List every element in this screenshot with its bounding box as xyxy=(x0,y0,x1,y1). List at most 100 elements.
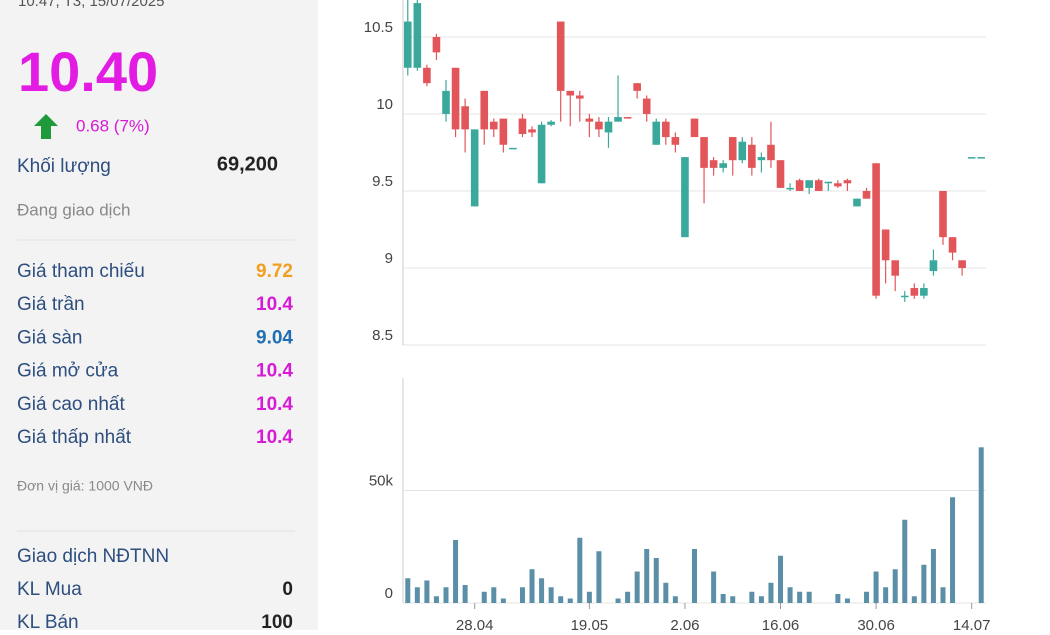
volume-bar xyxy=(453,540,459,603)
candle-body xyxy=(853,198,861,207)
candle-body xyxy=(786,187,794,190)
volume-bar xyxy=(672,596,678,603)
volume-bar xyxy=(500,598,506,603)
candle-body xyxy=(662,121,670,138)
volume-bar xyxy=(978,447,984,603)
candle-body xyxy=(614,117,622,122)
volume-bar xyxy=(806,591,812,603)
candle-body xyxy=(862,190,871,199)
candle-body xyxy=(900,295,909,298)
candle-body xyxy=(403,21,412,68)
candle-body xyxy=(700,137,708,168)
candle-body xyxy=(939,190,947,238)
candle-body xyxy=(948,237,957,253)
y-tick-label: 10 xyxy=(376,96,393,113)
y-tick-label: 10.5 xyxy=(364,19,393,36)
candle-body xyxy=(528,129,536,133)
candle-body xyxy=(977,157,986,159)
volume-bar xyxy=(720,594,726,603)
volume-bar xyxy=(567,598,573,603)
candle-body xyxy=(843,180,852,184)
quote-change: 0.68 (7%) xyxy=(76,116,150,135)
candle-body xyxy=(805,180,813,188)
row-label: Giá tham chiếu xyxy=(17,261,145,282)
volume-bar xyxy=(539,578,545,603)
y-tick-label: 50k xyxy=(369,472,394,489)
volume-bar xyxy=(414,587,420,603)
volume-bar xyxy=(711,571,717,603)
volume-value: 69,200 xyxy=(217,153,278,175)
candle-body xyxy=(920,288,928,296)
candle-body xyxy=(872,163,880,296)
volume-bar xyxy=(692,549,697,603)
volume-bar xyxy=(586,591,592,603)
candle-body xyxy=(738,141,747,161)
row-label: Giá sàn xyxy=(17,327,82,348)
quote-time: 10:47, T3, 15/07/2025 xyxy=(18,0,165,10)
y-tick-label: 9 xyxy=(385,250,393,267)
candle-body xyxy=(556,21,565,91)
volume-bar xyxy=(902,519,908,603)
candle-body xyxy=(891,260,900,276)
candle-body xyxy=(748,144,756,168)
x-tick-label: 28.04 xyxy=(456,617,494,630)
candle-body xyxy=(652,121,661,145)
side-panel xyxy=(0,0,318,630)
candle-body xyxy=(604,121,613,133)
volume-bar xyxy=(797,591,803,603)
candle-body xyxy=(719,163,727,168)
volume-bar xyxy=(405,578,411,603)
candle-body xyxy=(642,98,651,114)
y-tick-label: 8.5 xyxy=(372,327,393,344)
up-arrow xyxy=(34,114,58,139)
y-tick-label: 9.5 xyxy=(372,173,393,190)
x-tick-label: 19.05 xyxy=(571,617,609,630)
candle-body xyxy=(929,260,938,272)
volume-label: Khối lượng xyxy=(17,156,111,177)
volume-bar xyxy=(787,587,793,603)
candle-body xyxy=(432,36,441,53)
candle-body xyxy=(566,90,575,96)
candle-body xyxy=(728,137,737,161)
candle-body xyxy=(499,118,508,145)
candle-body xyxy=(690,118,699,138)
row-value: 10.4 xyxy=(256,294,293,315)
candle-body xyxy=(633,83,641,91)
candle-body xyxy=(881,229,890,261)
candle-body xyxy=(776,160,785,188)
candle-body xyxy=(547,121,555,125)
foreign-title: Giao dịch NĐTNN xyxy=(17,546,169,567)
row-value: 9.72 xyxy=(256,261,293,282)
candle-body xyxy=(795,180,804,191)
volume-bar xyxy=(835,594,841,603)
candle-body xyxy=(423,67,431,84)
volume-bar xyxy=(883,587,889,603)
volume-bar xyxy=(950,497,956,603)
row-value: 10.4 xyxy=(256,427,293,448)
candle-body xyxy=(576,95,584,99)
row-label: KL Bán xyxy=(17,612,79,630)
row-label: Giá trần xyxy=(17,294,85,315)
candle-body xyxy=(509,147,517,150)
row-value: 9.04 xyxy=(256,327,293,348)
candle-body xyxy=(461,106,469,130)
row-label: Giá mở cửa xyxy=(17,361,119,382)
volume-bar xyxy=(930,549,936,603)
row-label: Giá thấp nhất xyxy=(17,427,132,448)
volume-bar xyxy=(491,587,497,603)
volume-bar xyxy=(625,591,631,603)
candle-body xyxy=(681,157,689,238)
volume-bar xyxy=(519,587,525,603)
volume-bar xyxy=(462,585,468,603)
volume-bar xyxy=(424,580,430,603)
volume-bar xyxy=(921,564,927,603)
x-tick-label: 30.06 xyxy=(857,617,895,630)
candle-body xyxy=(709,160,718,168)
volume-bar xyxy=(577,537,583,603)
x-tick-label: 14.07 xyxy=(953,617,991,630)
candle-body xyxy=(585,118,594,122)
volume-bar xyxy=(873,571,879,603)
candle-body xyxy=(910,288,919,296)
